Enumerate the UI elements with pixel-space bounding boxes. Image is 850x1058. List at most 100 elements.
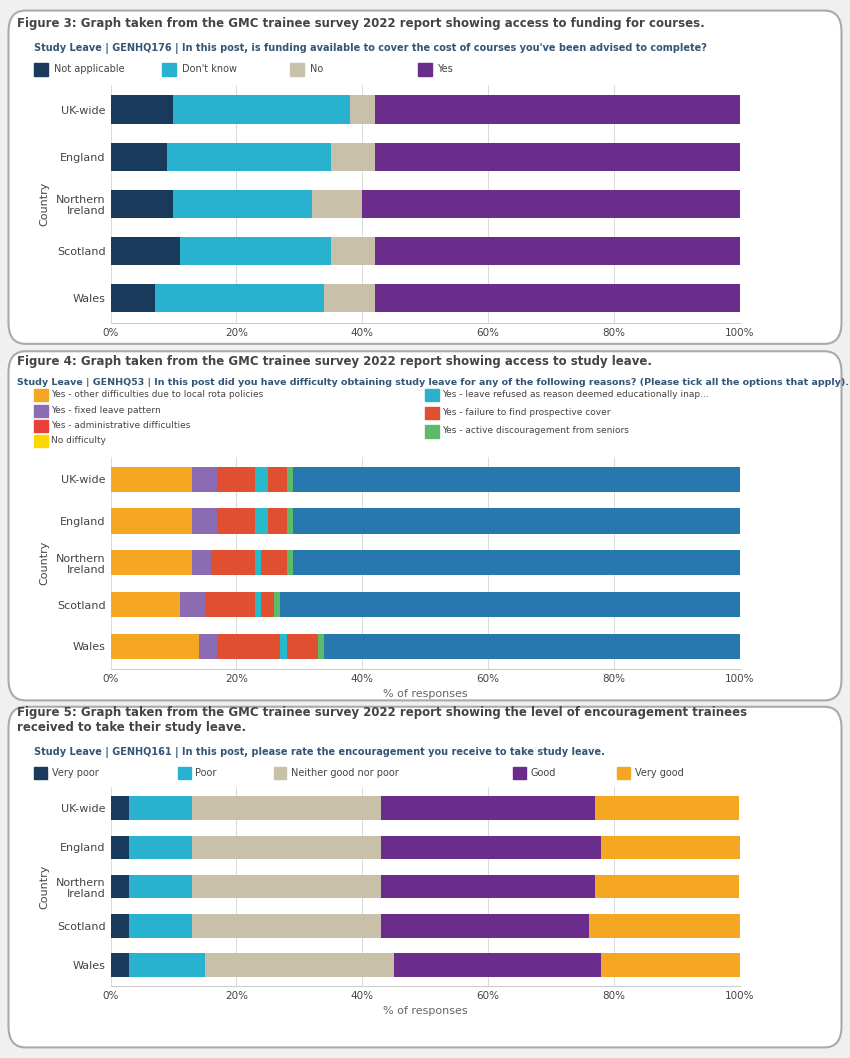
Bar <box>34 389 48 401</box>
Bar <box>331 143 375 170</box>
Bar <box>325 634 740 659</box>
Bar <box>218 634 280 659</box>
Bar <box>179 592 205 617</box>
Bar <box>394 953 601 977</box>
Bar <box>218 509 255 533</box>
Bar <box>601 836 740 859</box>
Bar <box>155 284 325 312</box>
Bar <box>205 953 394 977</box>
Bar <box>293 467 740 492</box>
Bar <box>274 592 280 617</box>
Bar <box>173 95 349 124</box>
Bar <box>129 875 192 898</box>
Bar <box>167 143 331 170</box>
Bar <box>268 467 286 492</box>
Bar <box>286 550 293 576</box>
Bar <box>375 143 740 170</box>
Bar <box>425 425 439 438</box>
Bar <box>110 189 173 218</box>
Text: Neither good nor poor: Neither good nor poor <box>292 768 399 778</box>
Bar <box>255 509 268 533</box>
Text: No: No <box>309 65 323 74</box>
Bar <box>280 592 740 617</box>
Bar <box>290 62 304 75</box>
Bar <box>199 634 218 659</box>
Bar <box>110 143 167 170</box>
Bar <box>110 875 129 898</box>
Bar <box>255 592 262 617</box>
Y-axis label: Country: Country <box>39 182 49 225</box>
Text: Yes - leave refused as reason deemed educationally inap...: Yes - leave refused as reason deemed edu… <box>442 390 709 399</box>
Bar <box>286 634 318 659</box>
Bar <box>286 509 293 533</box>
Bar <box>274 766 286 779</box>
Bar <box>192 550 211 576</box>
Bar <box>34 766 47 779</box>
Text: Study Leave | GENHQ176 | In this post, is funding available to cover the cost of: Study Leave | GENHQ176 | In this post, i… <box>34 43 707 54</box>
Text: Figure 4: Graph taken from the GMC trainee survey 2022 report showing access to : Figure 4: Graph taken from the GMC train… <box>17 355 652 368</box>
Bar <box>110 467 192 492</box>
Bar <box>286 467 293 492</box>
Bar <box>513 766 526 779</box>
Bar <box>173 189 312 218</box>
Bar <box>34 420 48 432</box>
Bar <box>129 836 192 859</box>
Bar <box>192 836 381 859</box>
Bar <box>381 836 601 859</box>
Text: Study Leave | GENHQ161 | In this post, please rate the encouragement you receive: Study Leave | GENHQ161 | In this post, p… <box>34 747 605 758</box>
Bar <box>325 284 375 312</box>
Bar <box>110 836 129 859</box>
Bar <box>318 634 325 659</box>
Bar <box>349 95 375 124</box>
Text: Don't know: Don't know <box>182 65 237 74</box>
Bar <box>110 509 192 533</box>
Bar <box>110 237 179 264</box>
Bar <box>110 797 129 820</box>
Bar <box>293 550 740 576</box>
Bar <box>34 404 48 417</box>
Text: Not applicable: Not applicable <box>54 65 125 74</box>
Bar <box>425 389 439 401</box>
Text: Very poor: Very poor <box>52 768 99 778</box>
Text: Yes - failure to find prospective cover: Yes - failure to find prospective cover <box>442 408 610 417</box>
Bar <box>595 875 740 898</box>
Bar <box>381 914 588 937</box>
Bar <box>262 592 274 617</box>
Bar <box>255 467 268 492</box>
Bar <box>110 953 129 977</box>
Bar <box>162 62 176 75</box>
Bar <box>268 509 286 533</box>
Bar <box>178 766 190 779</box>
Bar <box>331 237 375 264</box>
Bar <box>255 550 262 576</box>
Bar <box>110 592 179 617</box>
Bar <box>192 875 381 898</box>
Text: No difficulty: No difficulty <box>51 436 106 445</box>
Text: Yes - active discouragement from seniors: Yes - active discouragement from seniors <box>442 426 629 436</box>
Bar <box>293 509 740 533</box>
Bar <box>110 550 192 576</box>
Y-axis label: Country: Country <box>39 864 49 909</box>
Bar <box>381 875 595 898</box>
Bar <box>110 95 173 124</box>
Bar <box>375 237 740 264</box>
X-axis label: % of responses: % of responses <box>382 689 468 699</box>
Text: Good: Good <box>531 768 557 778</box>
Bar <box>110 914 129 937</box>
Bar <box>588 914 740 937</box>
Bar <box>129 797 192 820</box>
Bar <box>34 62 48 75</box>
Bar <box>280 634 286 659</box>
Bar <box>110 284 155 312</box>
Bar <box>205 592 255 617</box>
Bar <box>312 189 362 218</box>
Bar <box>262 550 286 576</box>
X-axis label: % of responses: % of responses <box>382 1006 468 1017</box>
Text: Poor: Poor <box>196 768 217 778</box>
Text: Yes - fixed leave pattern: Yes - fixed leave pattern <box>51 405 161 415</box>
Bar <box>425 407 439 419</box>
Bar <box>192 914 381 937</box>
Bar <box>179 237 331 264</box>
Text: Yes - administrative difficulties: Yes - administrative difficulties <box>51 421 190 430</box>
Text: Yes - other difficulties due to local rota policies: Yes - other difficulties due to local ro… <box>51 390 264 399</box>
